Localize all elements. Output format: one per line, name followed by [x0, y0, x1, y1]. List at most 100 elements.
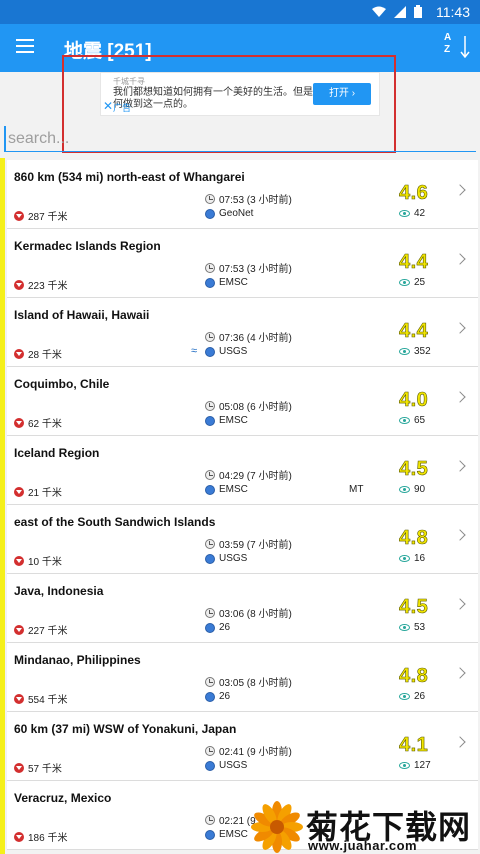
quake-magnitude: 4.1: [399, 734, 429, 757]
depth-icon: [14, 555, 24, 566]
quake-place: Mindanao, Philippines: [14, 653, 141, 667]
globe-icon: [205, 277, 215, 288]
quake-time: 02:21 (9 小时前): [205, 812, 292, 827]
ad-close-icon[interactable]: ✕: [103, 99, 114, 113]
quake-views: 90: [399, 484, 425, 495]
quake-card[interactable]: Coquimbo, Chile 05:08 (6 小时前) 62 千米 EMSC…: [7, 367, 478, 436]
chevron-right-icon[interactable]: [454, 391, 466, 403]
tsunami-icon: ≈: [191, 345, 198, 357]
quake-views: 25: [399, 277, 425, 288]
globe-icon: [205, 691, 215, 702]
quake-source: 26: [205, 691, 230, 702]
clock-icon: [205, 814, 215, 825]
quake-time: 05:08 (6 小时前): [205, 398, 292, 413]
quake-magnitude: 4.4: [399, 320, 429, 343]
quake-magnitude: 4.4: [399, 251, 429, 274]
chevron-right-icon[interactable]: [454, 598, 466, 610]
hamburger-menu-icon[interactable]: [16, 39, 34, 53]
quake-card[interactable]: 60 km (37 mi) WSW of Yonakuni, Japan 02:…: [7, 712, 478, 781]
quake-card[interactable]: Veracruz, Mexico 02:21 (9 小时前) 186 千米 EM…: [7, 781, 478, 850]
eye-icon: [399, 279, 410, 286]
globe-icon: [205, 208, 215, 219]
quake-place: east of the South Sandwich Islands: [14, 515, 216, 529]
quake-depth: 10 千米: [14, 553, 62, 568]
eye-icon: [399, 693, 410, 700]
quake-card[interactable]: Iceland Region 04:29 (7 小时前) 21 千米 EMSC …: [7, 436, 478, 505]
quake-place: Iceland Region: [14, 446, 100, 460]
ad-banner[interactable]: 千城千寻 我们都想知道如何拥有一个美好的生活。但是如何做到这一点的。 打开 › …: [100, 72, 380, 116]
quake-depth: 57 千米: [14, 760, 62, 775]
wifi-icon: [372, 6, 386, 17]
quake-time: 07:53 (3 小时前): [205, 260, 292, 275]
clock-icon: [205, 745, 215, 756]
quake-place: Veracruz, Mexico: [14, 791, 112, 805]
quake-time: 07:36 (4 小时前): [205, 329, 292, 344]
depth-icon: [14, 417, 24, 428]
quake-views: 42: [399, 208, 425, 219]
globe-icon: [205, 829, 215, 840]
quake-magnitude: 4.5: [399, 596, 429, 619]
quake-source: USGS: [205, 760, 247, 771]
chevron-right-icon[interactable]: [454, 253, 466, 265]
quake-depth: 62 千米: [14, 415, 62, 430]
quake-place: 60 km (37 mi) WSW of Yonakuni, Japan: [14, 722, 237, 736]
earthquake-list: 860 km (534 mi) north-east of Whangarei …: [7, 160, 478, 850]
battery-icon: [414, 5, 422, 18]
quake-depth: 186 千米: [14, 829, 67, 844]
quake-time: 02:41 (9 小时前): [205, 743, 292, 758]
quake-depth: 21 千米: [14, 484, 62, 499]
quake-place: Kermadec Islands Region: [14, 239, 161, 253]
quake-magnitude: 4.6: [399, 182, 429, 205]
quake-source: EMSC: [205, 277, 248, 288]
depth-icon: [14, 762, 24, 773]
quake-card[interactable]: Java, Indonesia 03:06 (8 小时前) 227 千米 26 …: [7, 574, 478, 643]
search-input[interactable]: [4, 126, 476, 152]
quake-place: 860 km (534 mi) north-east of Whangarei: [14, 170, 245, 184]
eye-icon: [399, 417, 410, 424]
depth-icon: [14, 831, 24, 842]
quake-card[interactable]: east of the South Sandwich Islands 03:59…: [7, 505, 478, 574]
quake-source: EMSC: [205, 484, 248, 495]
clock-icon: [205, 193, 215, 204]
ad-open-button[interactable]: 打开 ›: [313, 83, 371, 105]
quake-card[interactable]: 860 km (534 mi) north-east of Whangarei …: [7, 160, 478, 229]
quake-mag-type: MT: [349, 484, 364, 495]
chevron-right-icon[interactable]: [454, 529, 466, 541]
quake-time: 07:53 (3 小时前): [205, 191, 292, 206]
quake-depth: 287 千米: [14, 208, 67, 223]
chevron-right-icon[interactable]: [454, 736, 466, 748]
chevron-right-icon[interactable]: [454, 667, 466, 679]
eye-icon: [399, 555, 410, 562]
quake-time: 03:59 (7 小时前): [205, 536, 292, 551]
quake-magnitude: 4.5: [399, 458, 429, 481]
chevron-right-icon[interactable]: [454, 184, 466, 196]
quake-card[interactable]: Mindanao, Philippines 03:05 (8 小时前) 554 …: [7, 643, 478, 712]
globe-icon: [205, 760, 215, 771]
ad-label: 广告: [113, 103, 132, 113]
status-bar: 11:43: [0, 0, 480, 24]
quake-place: Java, Indonesia: [14, 584, 104, 598]
quake-views: 127: [399, 760, 431, 771]
quake-time: 03:06 (8 小时前): [205, 605, 292, 620]
quake-place: Coquimbo, Chile: [14, 377, 110, 391]
eye-icon: [399, 624, 410, 631]
quake-source: USGS: [205, 346, 247, 357]
list-indicator-bar: [0, 158, 5, 854]
quake-depth: 554 千米: [14, 691, 67, 706]
quake-source: 26: [205, 622, 230, 633]
quake-card[interactable]: Kermadec Islands Region 07:53 (3 小时前) 22…: [7, 229, 478, 298]
quake-card[interactable]: Island of Hawaii, Hawaii 07:36 (4 小时前) 2…: [7, 298, 478, 367]
quake-magnitude: 4.8: [399, 527, 429, 550]
page-title: 地震 [251]: [64, 41, 152, 62]
chevron-right-icon[interactable]: [454, 460, 466, 472]
globe-icon: [205, 553, 215, 564]
eye-icon: [399, 348, 410, 355]
clock-icon: [205, 400, 215, 411]
quake-source: USGS: [205, 553, 247, 564]
quake-depth: 223 千米: [14, 277, 67, 292]
eye-icon: [399, 486, 410, 493]
chevron-right-icon[interactable]: [454, 322, 466, 334]
flower-logo-icon: [251, 801, 303, 853]
